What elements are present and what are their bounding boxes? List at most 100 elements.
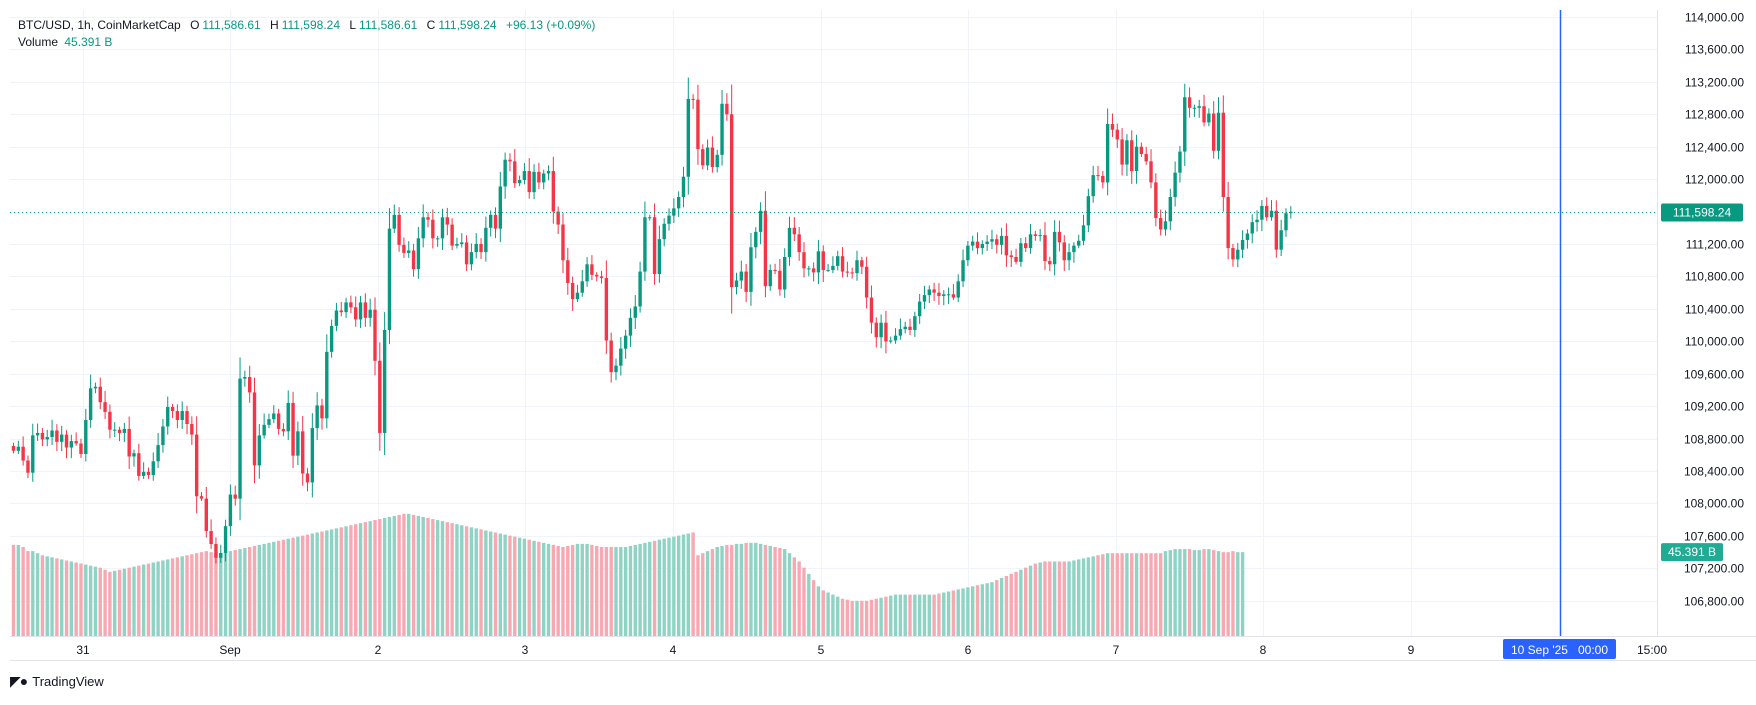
volume-bar: [464, 526, 469, 636]
candle-body: [787, 227, 792, 257]
volume-bar: [440, 521, 445, 636]
tradingview-brand[interactable]: ◤● TradingView: [10, 673, 104, 690]
volume-bar: [281, 539, 286, 636]
volume-bar: [194, 553, 199, 636]
candle-body: [397, 214, 401, 245]
candle-body: [247, 377, 252, 393]
volume-bar: [1130, 553, 1134, 636]
price-axis[interactable]: 114,000.00 113,600.00 113,200.00 112,800.00…: [1684, 11, 1744, 609]
volume-bar: [310, 533, 315, 636]
volume-bar: [908, 594, 912, 636]
volume-bar: [88, 565, 93, 636]
candle-body: [850, 272, 854, 274]
volume-bar: [373, 520, 377, 636]
volume-bar: [826, 592, 830, 636]
volume-bar: [961, 588, 965, 636]
candle-body: [860, 260, 864, 267]
volume-bar: [488, 531, 493, 636]
candle-body: [407, 250, 411, 253]
volume-bar: [1197, 550, 1201, 636]
candle-body: [672, 208, 676, 216]
candle-body: [493, 214, 498, 229]
volume-bar: [537, 541, 541, 636]
candle-body: [652, 217, 657, 275]
candle-body: [522, 171, 527, 180]
candle-body: [98, 386, 102, 403]
time-axis[interactable]: 31 Sep 2 3 4 5 6 7 8 9 15:00: [76, 643, 1667, 657]
candle-body: [26, 460, 30, 473]
volume-bar: [633, 544, 637, 636]
candle-body: [185, 411, 189, 425]
volume-bar: [339, 527, 343, 636]
volume-bar: [889, 595, 893, 636]
volume-bar: [720, 545, 724, 636]
candle-body: [951, 294, 956, 298]
volume-bar: [382, 518, 387, 636]
candle-body: [1255, 219, 1259, 223]
volume-bar: [527, 539, 531, 636]
candle-body: [1024, 243, 1028, 249]
candle-body: [619, 348, 623, 366]
volume-bar: [1173, 549, 1177, 636]
high-label: H: [270, 18, 279, 32]
volume-bar: [522, 538, 527, 636]
volume-bar: [855, 600, 859, 636]
volume-bar: [1024, 567, 1028, 636]
volume-bar: [619, 546, 623, 636]
candle-body: [175, 411, 180, 420]
volume-bar: [614, 546, 618, 636]
volume-bar: [922, 594, 927, 636]
candle-body: [64, 434, 69, 448]
candle-body: [440, 217, 445, 239]
volume-badge-text: 45.391 B: [1668, 545, 1716, 559]
candle-body: [1216, 112, 1221, 151]
candle-body: [705, 147, 710, 166]
candle-body: [1158, 218, 1163, 230]
candle-body: [1211, 113, 1216, 151]
volume-bar: [927, 594, 931, 636]
volume-bar: [469, 527, 474, 636]
candle-body: [575, 292, 580, 300]
tradingview-logo-icon: ◤●: [10, 673, 28, 689]
candle-body: [527, 171, 531, 193]
volume-bar: [117, 569, 122, 636]
volume-label-text[interactable]: Volume: [18, 35, 59, 49]
candle-body: [917, 301, 922, 317]
candle-body: [21, 446, 25, 461]
chart-legend: BTC/USD, 1h, CoinMarketCap O 111,586.61 H…: [18, 17, 595, 51]
candle-body: [252, 392, 257, 466]
last-price-text: 111,598.24: [1673, 206, 1732, 220]
volume-bar: [455, 524, 459, 636]
volume-bar: [1168, 550, 1172, 636]
volume-bar: [802, 567, 806, 636]
candle-body: [1187, 97, 1192, 108]
volume-bar: [570, 544, 575, 636]
candle-body: [566, 260, 570, 283]
candle-body: [1231, 248, 1235, 260]
candle-body: [836, 256, 840, 266]
volume-bar: [1231, 551, 1235, 636]
candle-body: [657, 239, 662, 275]
candle-body: [999, 235, 1004, 245]
candle-body: [349, 302, 353, 308]
candle-body: [223, 526, 228, 553]
candle-body: [146, 471, 151, 476]
volume-bar: [1240, 552, 1245, 636]
candle-body: [985, 241, 989, 245]
candle-body: [797, 234, 801, 253]
candle-body: [79, 443, 83, 455]
volume-bar: [493, 532, 498, 636]
symbol-label[interactable]: BTC/USD, 1h, CoinMarketCap: [18, 18, 181, 32]
candle-body: [1009, 255, 1013, 257]
candle-body: [416, 238, 421, 270]
volume-bar: [773, 546, 777, 636]
candle-body: [893, 335, 898, 341]
candle-body: [1245, 233, 1250, 240]
volume-bar: [995, 580, 999, 636]
low-label: L: [349, 18, 357, 32]
candle-body: [286, 402, 290, 432]
candle-body: [546, 171, 551, 174]
volume-bar: [503, 534, 507, 636]
volume-bar: [252, 545, 257, 636]
